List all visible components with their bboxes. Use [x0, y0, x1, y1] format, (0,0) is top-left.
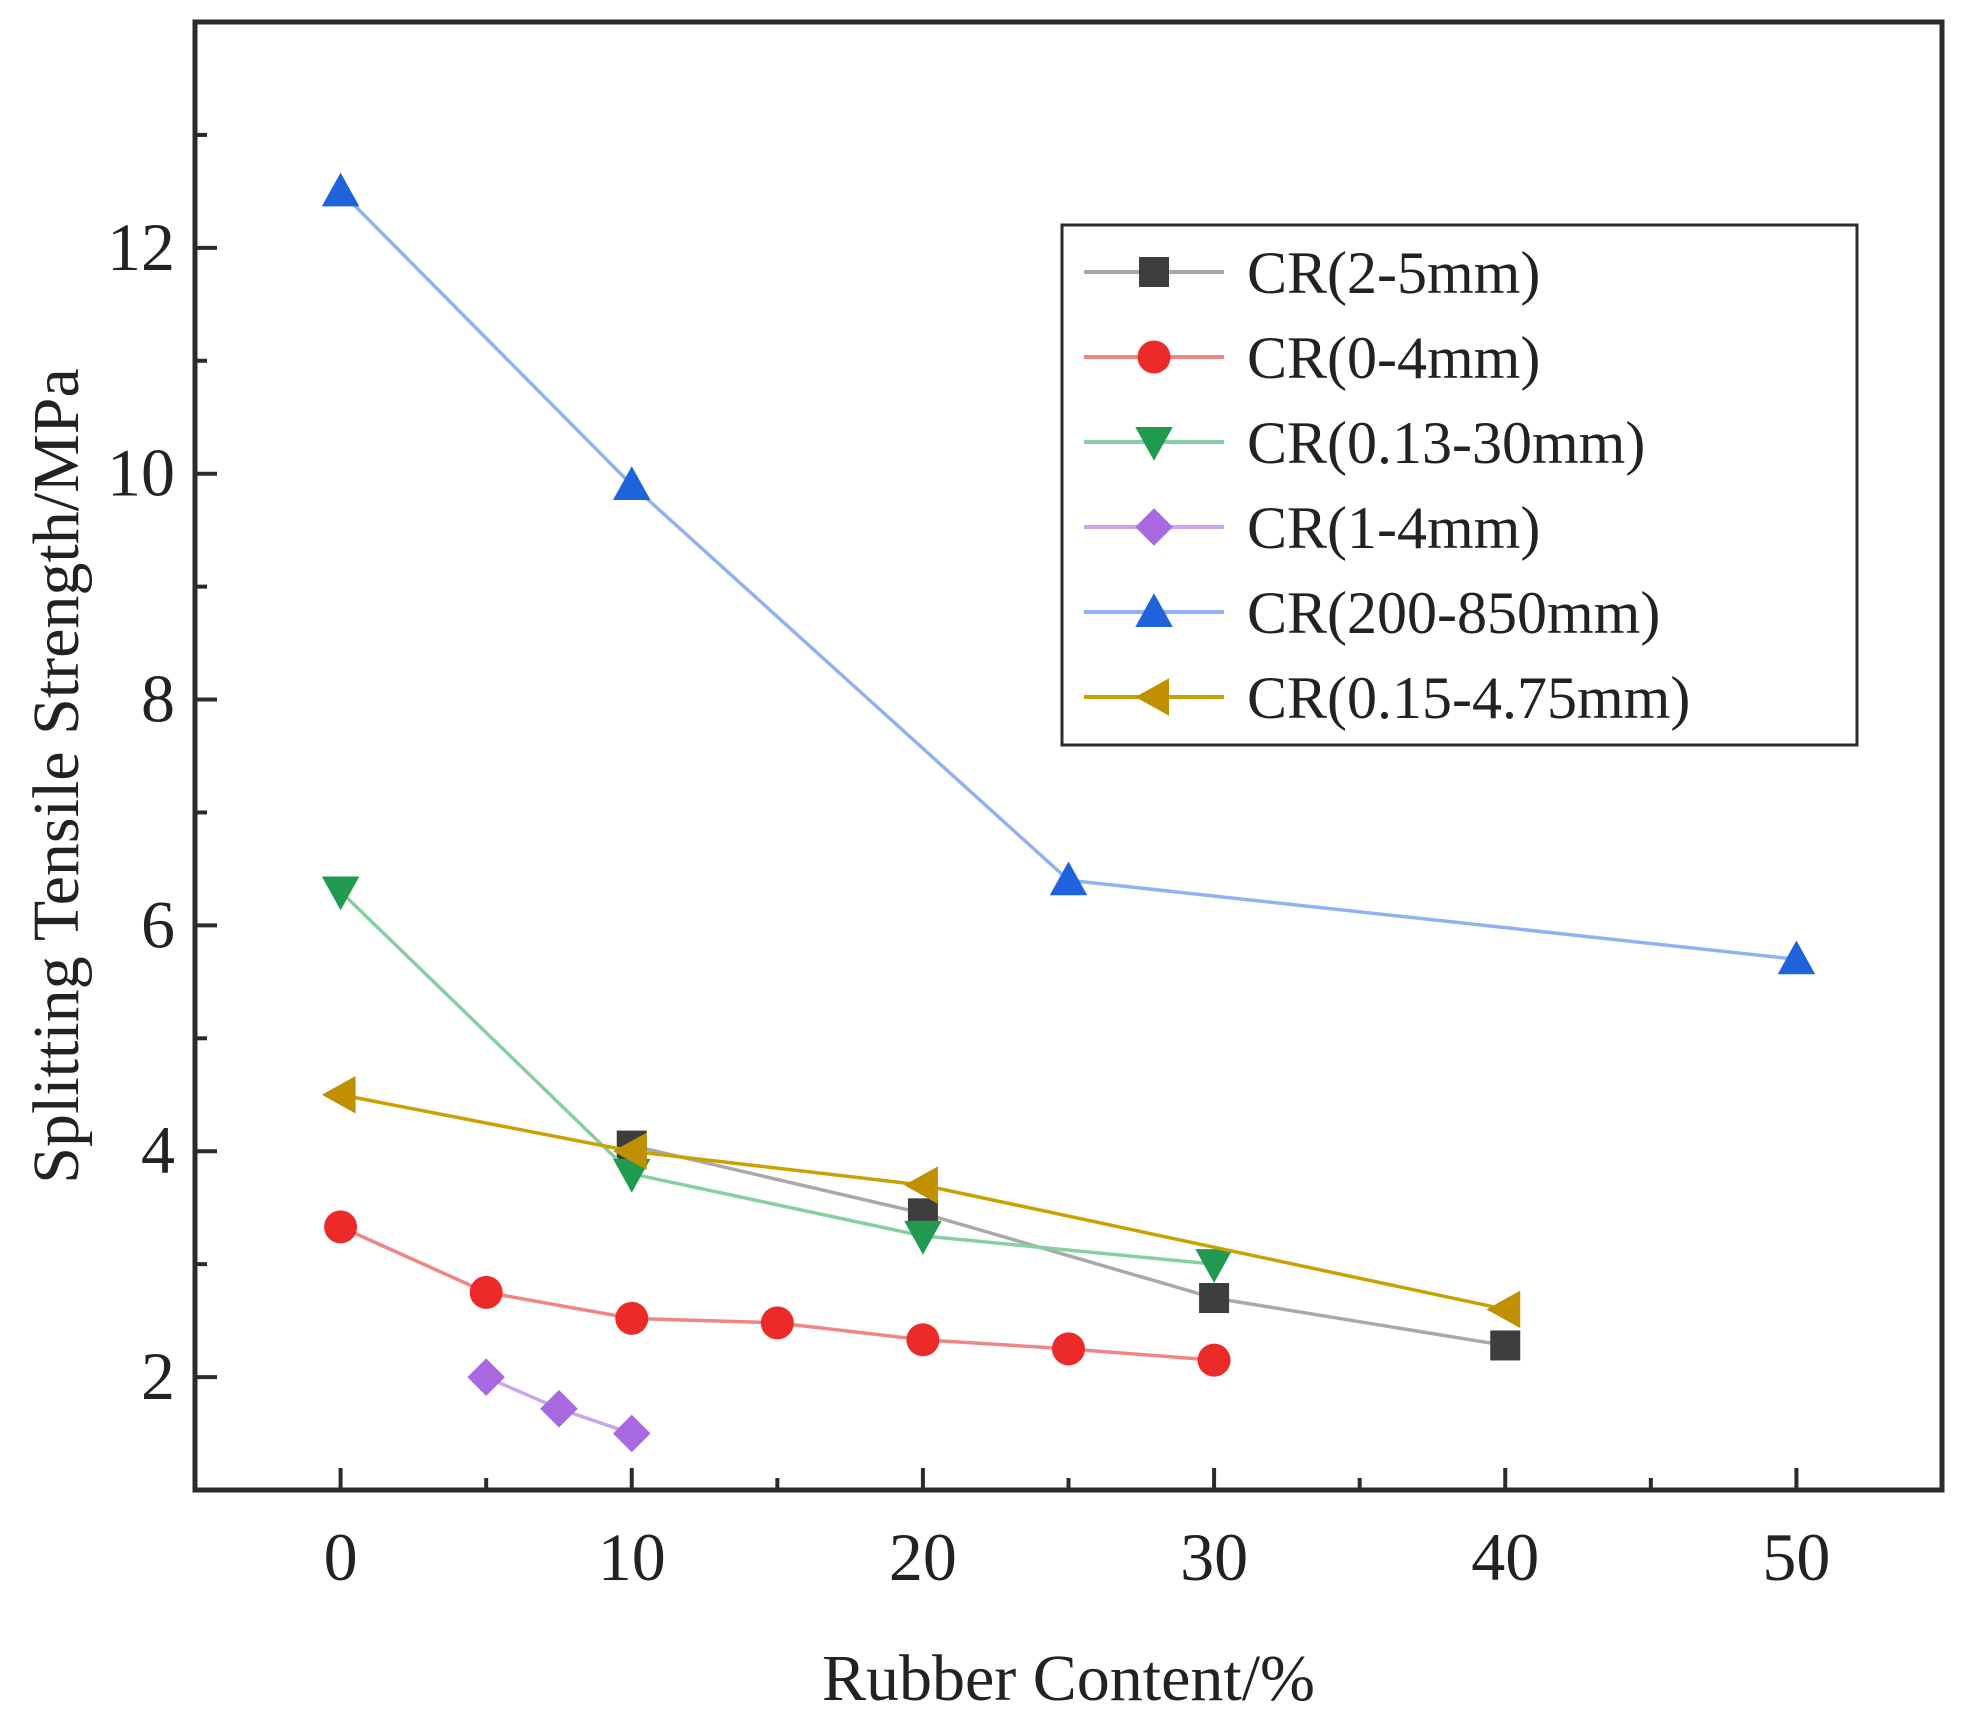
- series-1: [616, 1130, 1521, 1361]
- data-point: [321, 1076, 356, 1114]
- data-point: [1052, 1332, 1085, 1366]
- data-point: [321, 172, 360, 207]
- legend-item: CR(0.15-4.75mm): [1084, 665, 1690, 731]
- legend-label: CR(1-4mm): [1247, 495, 1540, 561]
- legend-item: CR(2-5mm): [1084, 240, 1540, 306]
- legend-label: CR(0.15-4.75mm): [1247, 665, 1690, 731]
- data-point: [1490, 1330, 1521, 1361]
- y-tick-label: 6: [141, 886, 175, 962]
- series-5: [321, 172, 1816, 975]
- x-tick-label: 10: [598, 1519, 666, 1595]
- legend-label: CR(0-4mm): [1247, 325, 1540, 391]
- legend-box: [1060, 223, 1859, 747]
- y-axis-ticks: [195, 20, 217, 1492]
- data-point: [904, 1220, 942, 1255]
- x-axis-tick-labels: 0 10 20 30 40 50: [324, 1519, 1831, 1595]
- data-point: [1049, 861, 1088, 896]
- legend-label: CR(0.13-30mm): [1247, 410, 1645, 476]
- data-point: [469, 1275, 503, 1309]
- data-point: [540, 1389, 578, 1428]
- x-tick-label: 30: [1180, 1519, 1248, 1595]
- series-line: [339, 190, 1797, 962]
- x-tick-label: 0: [324, 1519, 358, 1595]
- y-tick-label: 2: [141, 1338, 175, 1414]
- legend: CR(2-5mm) CR(0-4mm) CR(0.13-30mm) CR(1-4mm)…: [1060, 223, 1859, 747]
- data-point: [613, 1414, 651, 1453]
- x-tick-label: 50: [1762, 1519, 1830, 1595]
- data-point: [906, 1323, 940, 1357]
- x-axis-title: Rubber Content/%: [822, 1642, 1315, 1715]
- series-line: [339, 890, 1215, 1266]
- data-point: [760, 1306, 794, 1340]
- series-4: [467, 1358, 651, 1453]
- legend-marker: [1135, 593, 1173, 627]
- data-point: [321, 876, 360, 911]
- legend-label: CR(200-850mm): [1247, 580, 1660, 646]
- data-point: [1777, 940, 1816, 975]
- x-tick-label: 20: [889, 1519, 957, 1595]
- data-point: [467, 1358, 505, 1396]
- legend-item: CR(200-850mm): [1084, 580, 1660, 646]
- legend-marker: [1137, 340, 1171, 374]
- y-tick-label: 12: [107, 209, 175, 285]
- data-point: [1197, 1343, 1231, 1377]
- series-line: [631, 1143, 1506, 1348]
- y-tick-label: 10: [107, 435, 175, 511]
- legend-item: CR(0.13-30mm): [1084, 410, 1645, 476]
- legend-label: CR(2-5mm): [1247, 240, 1540, 306]
- x-tick-label: 40: [1471, 1519, 1539, 1595]
- legend-marker: [1135, 427, 1173, 461]
- data-point: [613, 1158, 651, 1193]
- y-tick-label: 8: [141, 661, 175, 737]
- x-axis-ticks: [193, 1468, 1944, 1490]
- series-layer: [321, 172, 1816, 1453]
- y-tick-label: 4: [141, 1112, 175, 1188]
- data-point: [324, 1210, 358, 1244]
- data-point: [1486, 1290, 1521, 1329]
- legend-marker: [1135, 508, 1173, 546]
- data-point: [1195, 1249, 1233, 1283]
- data-point: [1199, 1283, 1230, 1314]
- data-point: [904, 1166, 938, 1204]
- data-point: [613, 466, 651, 500]
- data-point: [615, 1301, 649, 1335]
- series-3: [321, 876, 1233, 1283]
- legend-item: CR(0-4mm): [1084, 325, 1540, 391]
- legend-marker: [1139, 257, 1169, 287]
- series-2: [324, 1210, 1231, 1377]
- legend-item: CR(1-4mm): [1084, 495, 1540, 561]
- y-axis-title: Splitting Tensile Strength/MPa: [20, 368, 93, 1184]
- y-axis-tick-labels: 2 4 6 8 10 12: [107, 209, 175, 1414]
- series-line: [340, 1093, 1506, 1312]
- series-6: [321, 1076, 1521, 1329]
- data-point: [613, 1132, 647, 1170]
- legend-marker: [1135, 678, 1169, 716]
